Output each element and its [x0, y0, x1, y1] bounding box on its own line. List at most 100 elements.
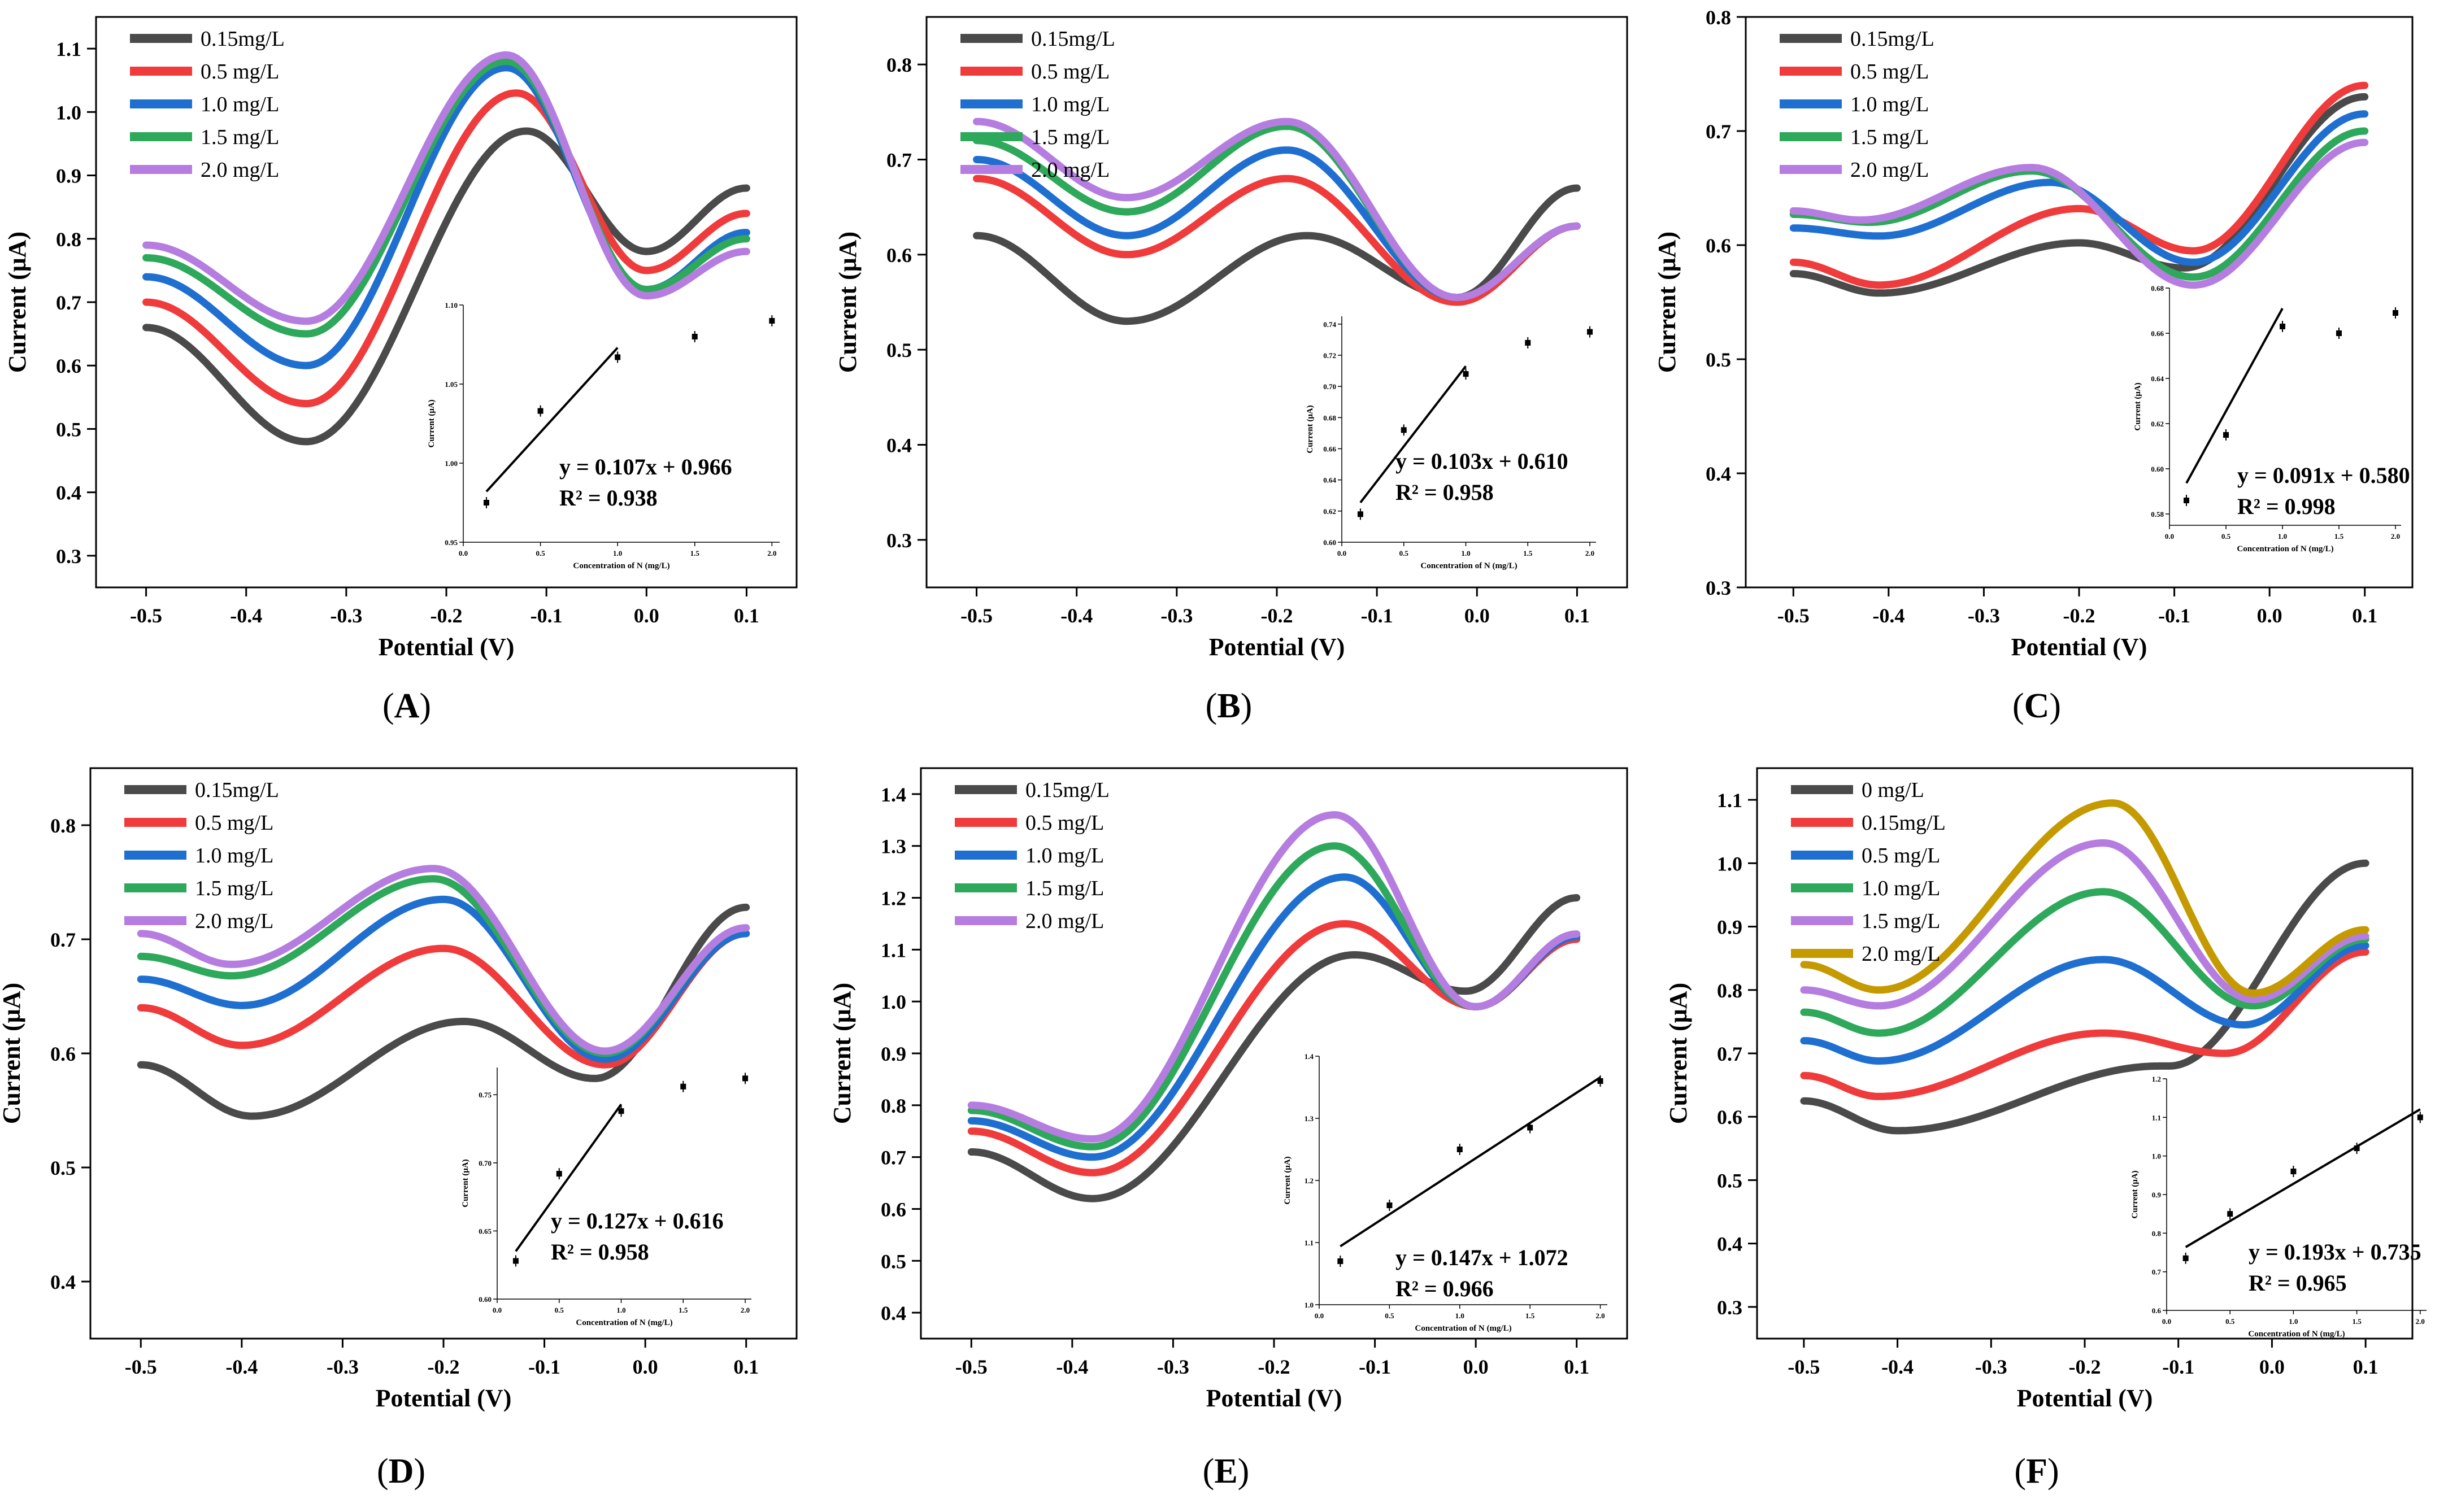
inset-x-tick-label: 1.5	[1525, 1311, 1535, 1320]
series-line-1	[967, 894, 1581, 1202]
inset-y-tick-label: 1.10	[445, 301, 458, 310]
x-tick-label: -0.2	[428, 1356, 460, 1378]
x-axis-label: Potential (V)	[1209, 633, 1345, 661]
data-point	[2417, 1114, 2423, 1121]
legend-label: 1.5 mg/L	[1031, 125, 1110, 149]
x-tick-label: -0.5	[955, 1356, 988, 1378]
y-tick-label: 0.8	[1706, 6, 1731, 29]
legend-label: 0.5 mg/L	[1850, 60, 1929, 84]
x-tick-label: 0.0	[2259, 1356, 2285, 1378]
y-tick-label: 0.9	[881, 1043, 906, 1065]
inset-y-tick-label: 0.70	[1323, 382, 1336, 391]
inset-x-tick-label: 0.0	[1337, 549, 1346, 557]
series-line-4	[1789, 127, 2369, 281]
inset-y-tick-label: 0.58	[2151, 510, 2164, 518]
inset-y-label: Current (μA)	[461, 1159, 470, 1207]
y-tick-label: 0.7	[881, 1147, 906, 1169]
series-line-2	[1800, 948, 2369, 1100]
x-tick-label: -0.2	[1258, 1356, 1290, 1378]
inset-y-tick-label: 1.4	[1305, 1052, 1314, 1061]
legend: 0.15mg/L 0.5 mg/L 1.0 mg/L 1.5 mg/L 2.0 mg/L	[124, 778, 279, 933]
y-tick-label: 0.4	[1717, 1233, 1742, 1256]
data-point	[1463, 371, 1469, 377]
inset-y-tick-label: 1.1	[1305, 1239, 1314, 1247]
data-point	[2290, 1169, 2297, 1174]
inset-x-tick-label: 1.0	[613, 549, 622, 557]
y-tick-label: 0.9	[56, 165, 81, 188]
data-point	[556, 1171, 562, 1177]
legend-label: 1.5 mg/L	[1850, 125, 1929, 149]
x-tick-label: -0.1	[2162, 1356, 2194, 1378]
legend-label: 1.5 mg/L	[201, 125, 279, 149]
legend-label: 1.0 mg/L	[1850, 93, 1929, 116]
y-tick-label: 0.7	[56, 291, 81, 314]
inset-y-tick-label: 0.60	[2151, 465, 2164, 473]
data-point	[692, 334, 698, 339]
data-point	[1587, 329, 1593, 335]
y-tick-label: 1.1	[1717, 789, 1742, 812]
y-axis-label: Current (μA)	[828, 983, 856, 1124]
x-tick-label: -0.5	[960, 604, 993, 627]
data-point	[1456, 1147, 1463, 1152]
series-line-1	[1800, 859, 2369, 1135]
x-tick-label: -0.3	[327, 1356, 359, 1378]
inset-y-tick-label: 1.2	[2152, 1075, 2161, 1083]
inset-y-tick-label: 0.72	[1323, 351, 1336, 360]
x-tick-label: -0.4	[1881, 1356, 1914, 1378]
panel-label-open: (	[2014, 1452, 2026, 1491]
y-tick-label: 0.4	[50, 1271, 76, 1293]
y-tick-label: 0.6	[56, 355, 81, 377]
series-line-2	[1789, 81, 2369, 289]
inset-x-tick-label: 1.0	[2278, 532, 2287, 541]
legend-label: 2.0 mg/L	[201, 158, 279, 182]
legend-label: 0.15mg/L	[1025, 778, 1110, 802]
fit-equation: y = 0.193x + 0.735	[2249, 1239, 2421, 1265]
inset-x-tick-label: 2.0	[741, 1306, 750, 1314]
data-point	[2336, 330, 2342, 336]
data-point	[2223, 432, 2229, 438]
y-tick-label: 0.3	[886, 529, 912, 552]
y-tick-label: 0.6	[1706, 234, 1731, 257]
inset-x-tick-label: 1.5	[679, 1306, 688, 1314]
inset-x-label: Concentration of N (mg/L)	[2248, 1330, 2345, 1339]
inset-x-tick-label: 0.5	[536, 549, 545, 557]
y-tick-label: 0.5	[1706, 348, 1731, 371]
legend-label: 1.0 mg/L	[1025, 844, 1104, 868]
inset-y-tick-label: 0.60	[1323, 538, 1336, 547]
legend-label: 0.15mg/L	[1031, 27, 1115, 51]
inset-x-tick-label: 2.0	[1585, 549, 1594, 557]
x-tick-label: -0.3	[1968, 604, 2000, 627]
data-point	[2182, 1255, 2189, 1261]
panel-label-open: (	[2012, 687, 2024, 725]
x-tick-label: -0.2	[431, 604, 463, 627]
legend: 0.15mg/L 0.5 mg/L 1.0 mg/L 1.5 mg/L 2.0 mg/L	[960, 27, 1115, 182]
data-point	[1401, 427, 1407, 433]
data-point	[1597, 1078, 1603, 1084]
fit-line	[1359, 365, 1467, 504]
inset-x-label: Concentration of N (mg/L)	[1415, 1324, 1511, 1333]
r-squared: R² = 0.938	[559, 485, 658, 511]
legend-label: 2.0 mg/L	[1862, 942, 1940, 966]
y-tick-label: 0.8	[56, 228, 81, 251]
inset-y-tick-label: 0.8	[2152, 1229, 2162, 1238]
inset-y-label: Current (μA)	[1306, 405, 1315, 453]
data-point	[2393, 310, 2398, 316]
x-tick-label: -0.2	[2069, 1356, 2101, 1378]
r-squared: R² = 0.958	[551, 1239, 649, 1265]
x-tick-label: -0.5	[130, 604, 162, 627]
y-tick-label: 0.3	[1706, 577, 1731, 599]
legend-label: 0 mg/L	[1862, 778, 1924, 802]
x-tick-label: 0.0	[634, 604, 659, 627]
panel-label-close: )	[419, 687, 431, 725]
x-tick-label: -0.3	[1975, 1356, 2007, 1378]
legend-label: 0.15mg/L	[1850, 27, 1934, 51]
x-tick-label: -0.3	[1157, 1356, 1189, 1378]
fit-line	[515, 1103, 623, 1252]
series-line-2	[973, 175, 1581, 306]
inset-x-tick-label: 0.0	[2165, 532, 2174, 541]
x-tick-label: -0.4	[1060, 604, 1093, 627]
fit-line	[485, 347, 619, 493]
r-squared: R² = 0.958	[1395, 480, 1494, 505]
x-tick-label: -0.4	[1872, 604, 1905, 627]
x-axis-label: Potential (V)	[2011, 633, 2147, 661]
